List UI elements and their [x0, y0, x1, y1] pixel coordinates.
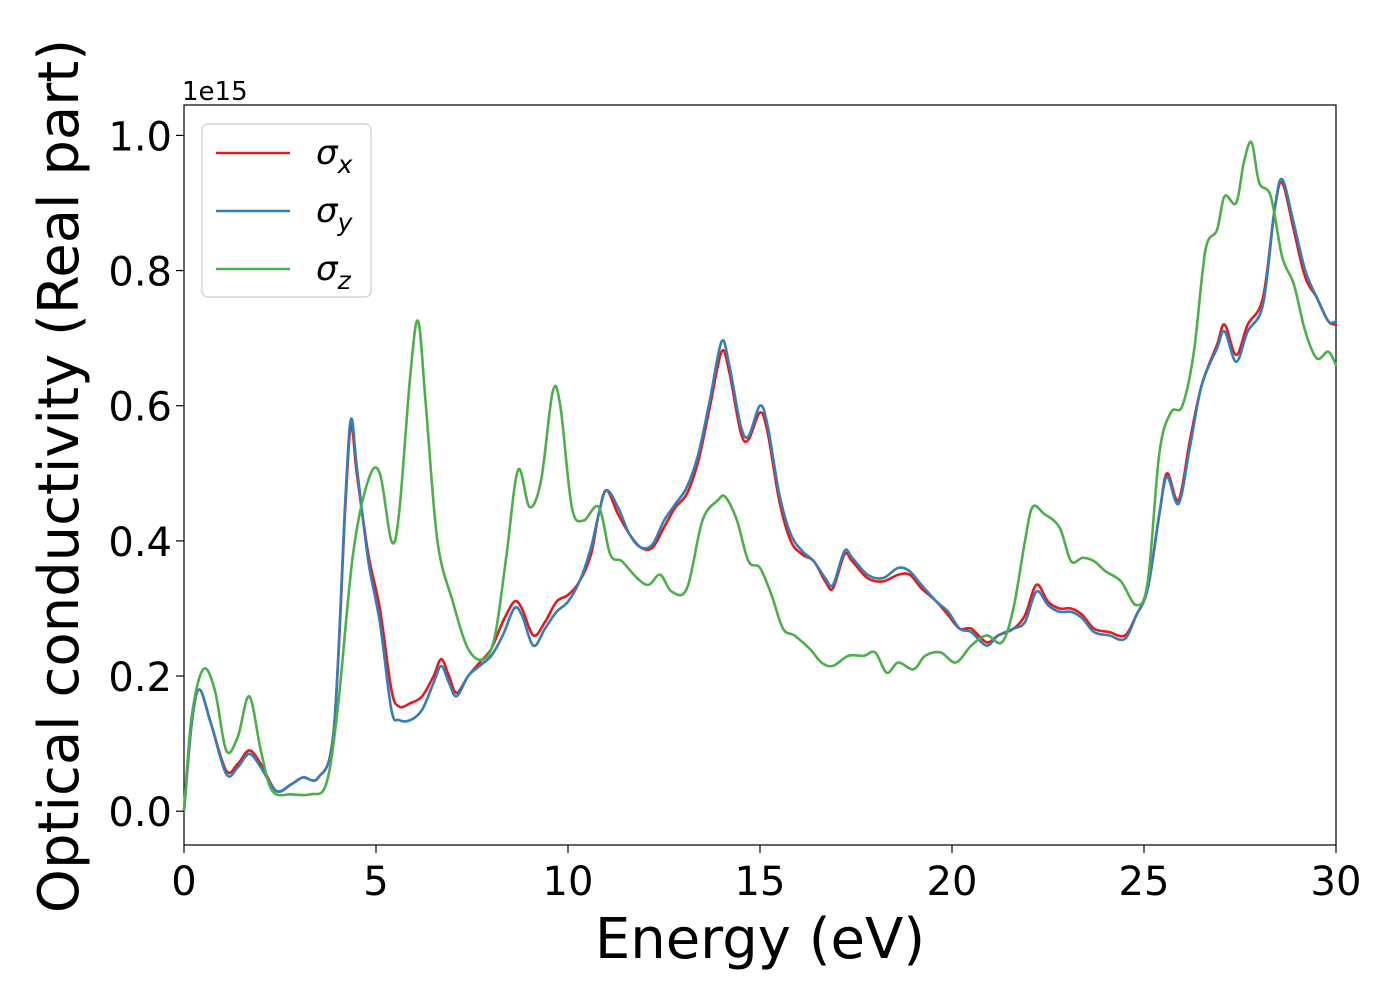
y-tick-label: 0.6 [108, 385, 172, 431]
legend-label-sigma-z: σz [316, 249, 352, 295]
x-tick-label: 20 [927, 859, 978, 905]
plot-area [182, 104, 1338, 846]
axes-frame [183, 104, 1337, 846]
legend-label-subscript: y [337, 208, 354, 237]
x-axis-label: Energy (eV) [595, 907, 925, 972]
x-tick-label: 0 [171, 859, 196, 905]
x-tick-label: 10 [543, 859, 594, 905]
legend-label-subscript: x [337, 150, 353, 179]
legend-label-base: σ [316, 249, 339, 289]
x-tick-label: 15 [735, 859, 786, 905]
y-scale-label: 1e15 [182, 77, 248, 107]
y-axis-label: Optical conductivity (Real part) [27, 39, 92, 913]
series-layer [182, 140, 1338, 813]
y-axis-ticks: 0.0 0.2 0.4 0.6 0.8 1.0 [108, 114, 184, 836]
y-tick-label: 0.0 [108, 790, 172, 836]
legend-label-base: σ [316, 133, 339, 173]
x-tick-label: 30 [1311, 859, 1362, 905]
x-tick-label: 25 [1119, 859, 1170, 905]
legend-label-sigma-x: σx [316, 133, 353, 179]
y-tick-label: 1.0 [108, 114, 172, 160]
legend-label-subscript: z [337, 266, 352, 295]
x-axis-ticks: 0 5 10 15 20 25 30 [171, 845, 1361, 905]
y-tick-label: 0.2 [108, 655, 172, 701]
y-tick-label: 0.8 [108, 250, 172, 296]
y-tick-label: 0.4 [108, 520, 172, 566]
legend-label-base: σ [316, 191, 339, 231]
x-tick-label: 5 [363, 859, 388, 905]
series-line-sigma-z [182, 140, 1338, 813]
legend-label-sigma-y: σy [316, 191, 354, 237]
